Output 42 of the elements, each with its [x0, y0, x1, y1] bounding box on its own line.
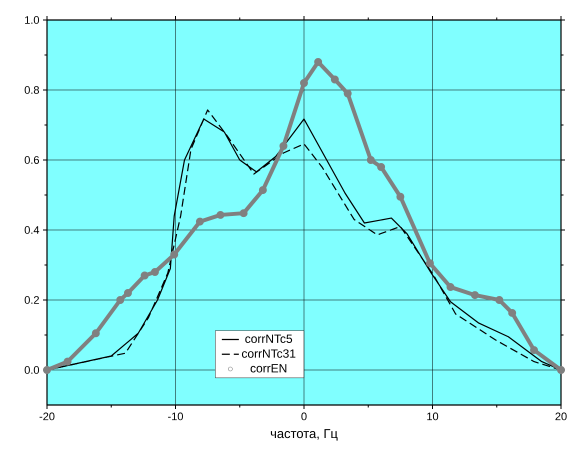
point	[557, 366, 565, 374]
point	[279, 142, 288, 150]
point	[495, 296, 504, 304]
point	[240, 209, 248, 218]
legend-label: corrNTc5	[245, 334, 292, 343]
point	[43, 366, 51, 374]
legend-label: corrEN	[250, 364, 286, 372]
point	[508, 308, 516, 317]
x-tick-label: 0	[301, 412, 307, 420]
point	[64, 358, 72, 366]
point	[170, 250, 178, 258]
x-axis-title: частота, Гц	[270, 429, 338, 441]
point	[314, 58, 322, 66]
point	[258, 186, 267, 194]
y-tick-label: 1.0	[25, 16, 40, 24]
legend-label: corrNTc31	[242, 349, 296, 358]
point	[366, 156, 375, 164]
point	[124, 289, 132, 297]
point	[344, 90, 352, 98]
point	[216, 210, 224, 219]
x-tick-label: -10	[168, 412, 183, 420]
point	[377, 163, 386, 171]
point	[116, 296, 124, 304]
y-tick-label: 0.2	[24, 296, 39, 304]
y-tick-label: 0.4	[24, 226, 40, 234]
point	[330, 76, 339, 84]
x-tick-label: 20	[555, 412, 567, 420]
point	[396, 192, 404, 201]
point	[446, 283, 454, 292]
point	[196, 218, 204, 226]
point	[150, 268, 159, 276]
y-tick-label: 0.6	[24, 156, 39, 164]
point	[426, 259, 434, 268]
x-tick-label: -20	[40, 412, 54, 420]
point	[92, 329, 100, 338]
y-tick-label: 0.0	[24, 366, 40, 374]
point	[530, 346, 538, 354]
y-tick-label: 0.8	[24, 86, 39, 94]
point	[140, 272, 149, 280]
point	[300, 79, 308, 87]
point	[470, 291, 479, 300]
x-tick-label: 10	[427, 412, 438, 420]
